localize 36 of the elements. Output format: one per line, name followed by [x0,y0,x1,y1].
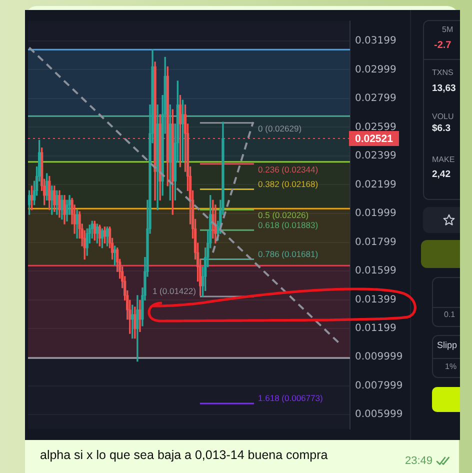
y-tick-label: 0.02999 [355,64,396,76]
y-tick-label: 0.02399 [355,150,396,162]
text: $6.3 [432,123,450,134]
ref-line-label: 0.236 (0.02344) [258,164,318,174]
y-tick-label: 0.02599 [355,122,396,133]
y-tick-label: 0.01799 [355,236,396,248]
text: Slipp [437,340,458,350]
y-tick-label: 0.03199 [355,36,396,47]
ref-line-label: 0.5 (0.02026) [258,210,309,220]
text: TXNS [432,68,454,77]
text: -2.7 [434,40,452,51]
y-tick-label: 0.01399 [355,294,396,306]
y-tick-label: 0.01999 [355,208,396,220]
y-tick-label: 0.02799 [355,93,396,104]
ref-line-label: 1.618 (0.006773) [258,393,323,404]
y-tick-label: 0.005999 [355,409,403,420]
ref-line-label: 0.786 (0.01681) [258,248,318,259]
text: 0.1 [444,310,456,319]
text: MAKE [432,155,455,164]
ref-line-label: 0.382 (0.02168) [258,178,318,189]
ref-line-label: 1 (0.01422) [152,286,196,296]
text: 5M [442,25,454,34]
text: 1% [445,362,457,371]
ref-line-label: 0.618 (0.01883) [258,220,318,230]
text: alpha si x lo que sea baja a 0,013-14 buena compra [40,448,328,463]
y-tick-label: 0.01599 [355,266,396,277]
y-tick-label: 0.007999 [355,380,403,392]
text: 2,42 [432,169,450,180]
y-tick-label: 0.02199 [355,179,396,190]
y-tick-label: 0.009999 [355,352,403,363]
ref-line-label: 0.02521 [355,132,394,145]
text: 13,63 [432,83,456,94]
y-tick-label: 0.01199 [355,323,396,334]
text: 23:49 [405,455,433,467]
ref-line-label: 0 (0.02629) [258,124,302,134]
text: VOLU [432,112,454,121]
